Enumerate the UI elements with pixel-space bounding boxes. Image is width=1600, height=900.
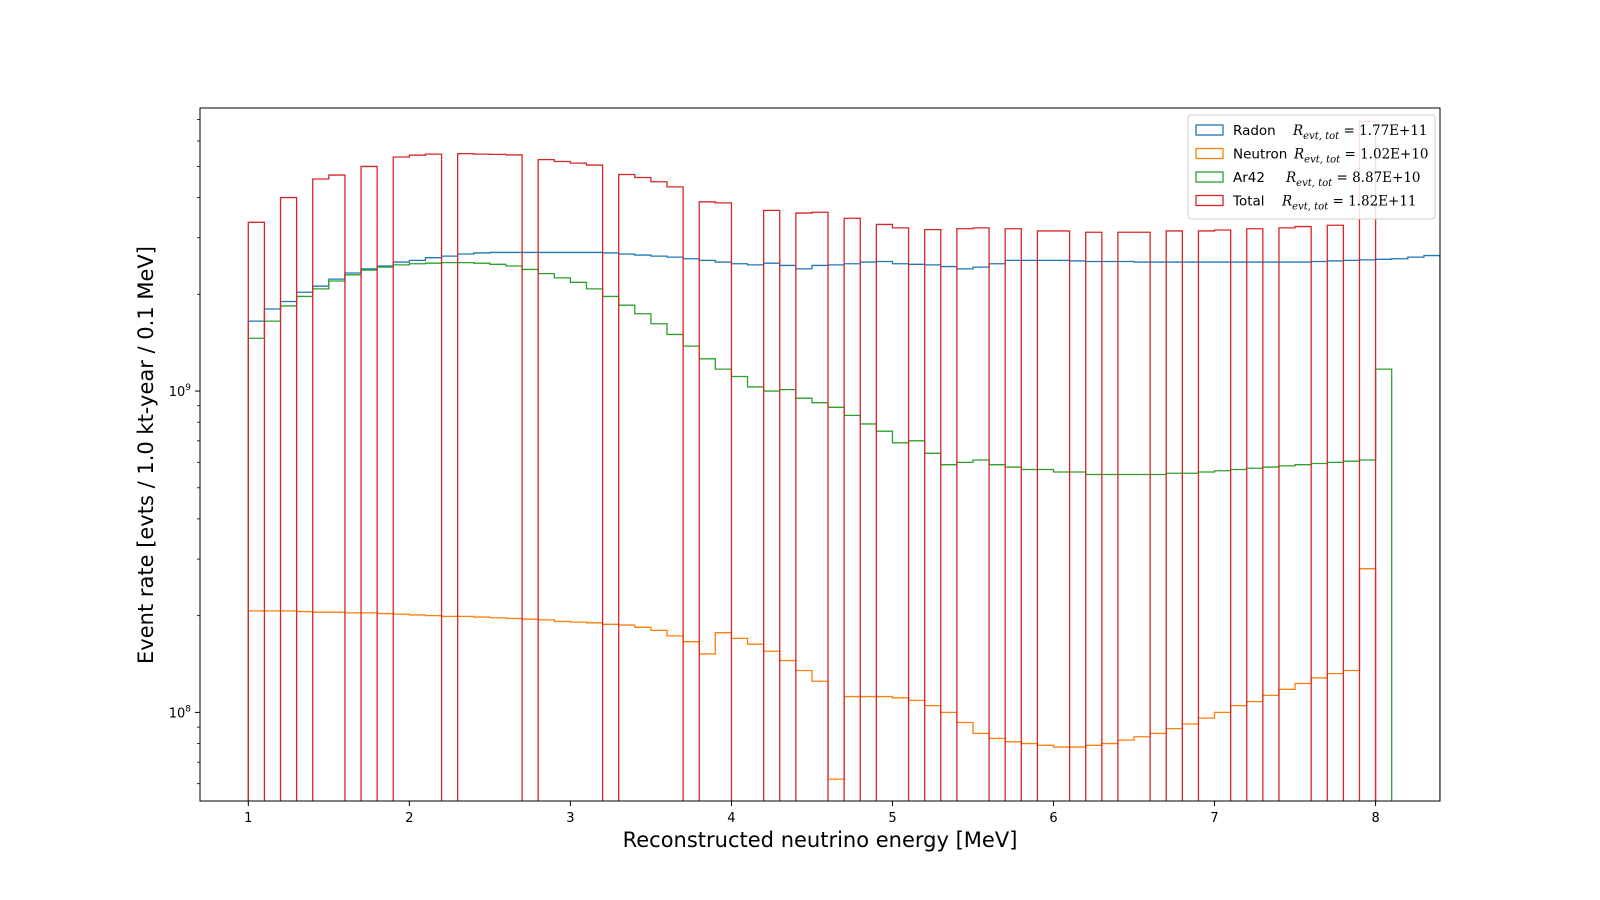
x-tick-label: 6 — [1049, 811, 1057, 826]
legend-swatch-radon — [1195, 124, 1224, 136]
series-total-line — [247, 120, 1377, 801]
legend-rate-radon: Revt, tot = 1.77E+11 — [1292, 123, 1428, 142]
legend-rate-equals: = — [1328, 194, 1348, 210]
legend-rate-symbol: R — [1292, 123, 1303, 139]
y-axis-label: Event rate [evts / 1.0 kt-year / 0.1 MeV… — [134, 246, 158, 664]
legend-rate-value: 1.82E+11 — [1348, 194, 1416, 210]
x-axis: 1 2 3 4 5 6 7 8 — [244, 801, 1380, 826]
y-tick-base: 10 — [169, 385, 186, 400]
legend-rate-value: 8.87E+10 — [1352, 170, 1420, 186]
x-tick-label: 4 — [727, 811, 735, 826]
x-tick-label: 5 — [888, 811, 896, 826]
legend-rate-total: Revt, tot = 1.82E+11 — [1281, 194, 1417, 213]
legend-swatch-total — [1195, 194, 1224, 207]
legend-rate-value: 1.77E+11 — [1359, 123, 1427, 139]
y-tick-label: 108 — [169, 704, 192, 721]
plot-area — [199, 107, 1441, 802]
legend-rate-value: 1.02E+10 — [1360, 147, 1428, 163]
x-tick-label: 1 — [244, 811, 252, 826]
x-axis-label: Reconstructed neutrino energy [MeV] — [623, 828, 1018, 852]
series-radon-line — [247, 251, 1440, 801]
legend-rate-subscript: evt, tot — [1292, 202, 1329, 213]
legend-label-neutron: Neutron — [1233, 147, 1287, 163]
y-tick-label: 109 — [169, 383, 192, 400]
x-tick-label: 8 — [1371, 811, 1379, 826]
legend-swatch-neutron — [1195, 147, 1224, 160]
y-tick-base: 10 — [169, 706, 186, 721]
y-tick-exponent: 9 — [185, 383, 191, 393]
legend-rate-equals: = — [1332, 170, 1352, 186]
x-tick-label: 2 — [405, 811, 413, 826]
series-layer — [247, 120, 1440, 801]
y-tick-exponent: 8 — [185, 704, 191, 714]
legend-label-ar42: Ar42 — [1233, 170, 1265, 186]
legend-box — [1187, 114, 1436, 220]
legend-swatch-ar42 — [1195, 171, 1224, 183]
legend-rate-subscript: evt, tot — [1303, 131, 1340, 142]
legend-rate-symbol: R — [1281, 194, 1292, 210]
axes-frame — [199, 107, 1441, 802]
legend-rate-subscript: evt, tot — [1296, 178, 1333, 189]
legend-rate-neutron: Revt, tot = 1.02E+10 — [1293, 147, 1429, 166]
legend-label-total: Total — [1232, 194, 1265, 210]
legend-label-radon: Radon — [1233, 123, 1276, 139]
legend-rate-symbol: R — [1293, 147, 1304, 163]
legend-rate-subscript: evt, tot — [1304, 155, 1341, 166]
legend-rate-equals: = — [1339, 123, 1359, 139]
legend-rate-symbol: R — [1285, 170, 1296, 186]
legend: Radon Revt, tot = 1.77E+11 Neutron Revt, to… — [1187, 114, 1436, 220]
legend-rate-ar42: Revt, tot = 8.87E+10 — [1285, 170, 1421, 189]
x-tick-label: 7 — [1210, 811, 1218, 826]
legend-rate-equals: = — [1340, 147, 1360, 163]
x-tick-label: 3 — [566, 811, 574, 826]
